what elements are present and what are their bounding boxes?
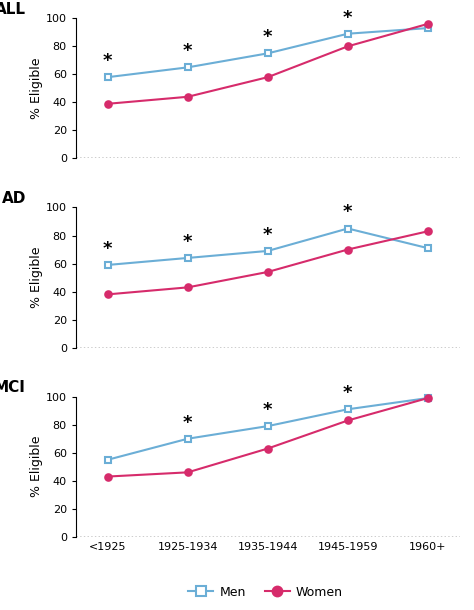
Text: ALL: ALL xyxy=(0,2,26,17)
Text: AD: AD xyxy=(1,191,26,206)
Text: *: * xyxy=(103,52,113,70)
Text: *: * xyxy=(263,28,273,46)
Text: *: * xyxy=(183,414,192,432)
Text: *: * xyxy=(183,233,192,251)
Text: *: * xyxy=(343,9,353,27)
Text: *: * xyxy=(183,42,192,60)
Text: *: * xyxy=(263,401,273,419)
Text: *: * xyxy=(343,384,353,402)
Text: *: * xyxy=(343,204,353,221)
Text: *: * xyxy=(263,226,273,244)
Y-axis label: % Eligible: % Eligible xyxy=(30,247,43,308)
Legend: Men, Women: Men, Women xyxy=(183,581,348,604)
Y-axis label: % Eligible: % Eligible xyxy=(30,57,43,119)
Text: *: * xyxy=(103,240,113,258)
Y-axis label: % Eligible: % Eligible xyxy=(30,436,43,498)
Text: MCI: MCI xyxy=(0,380,26,395)
